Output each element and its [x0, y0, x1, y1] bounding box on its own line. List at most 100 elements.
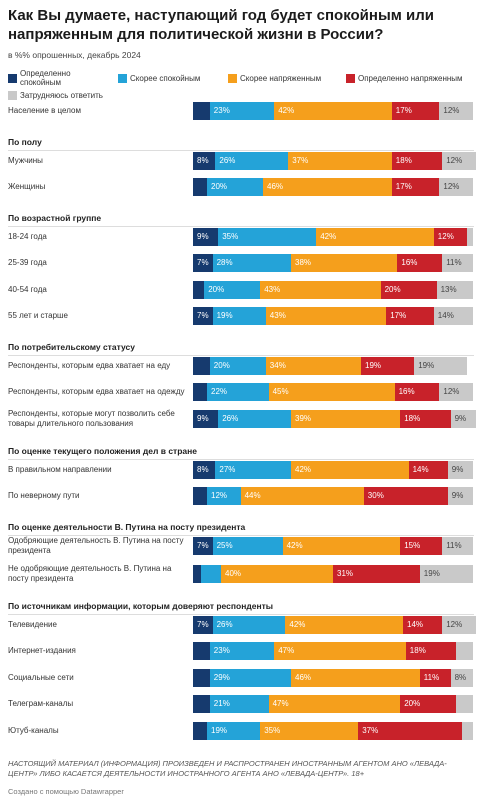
- bar-segment: [467, 227, 473, 246]
- value-label: 17%: [395, 106, 412, 115]
- value-label: 35%: [222, 231, 239, 241]
- value-label: 44%: [244, 491, 261, 500]
- bar-segment: [209, 642, 275, 660]
- value-label: 11%: [446, 540, 462, 550]
- value-label: 12%: [443, 106, 460, 115]
- value-label: 21%: [213, 699, 230, 708]
- row-label: Респонденты, которые могут позволить себ…: [8, 408, 175, 428]
- group-header: По потребительскому статусу: [8, 341, 135, 352]
- bar-segment: [291, 460, 409, 479]
- value-label: 46%: [267, 182, 284, 191]
- row-label: Ютуб-каналы: [8, 725, 59, 735]
- value-label: 43%: [269, 311, 286, 320]
- bar-segment: [316, 227, 434, 246]
- row-label: Социальные сети: [8, 672, 74, 682]
- value-label: 38%: [295, 258, 312, 267]
- row-label: Мужчины: [8, 155, 43, 165]
- bar-segment: [209, 102, 275, 120]
- bar-segment: [193, 668, 210, 687]
- value-label: 8%: [454, 672, 467, 682]
- bar-segment: [221, 564, 333, 583]
- value-label: 42%: [289, 619, 306, 629]
- value-label: 35%: [264, 725, 281, 735]
- bar-segment: [215, 460, 291, 479]
- value-label: 12%: [446, 619, 463, 629]
- value-label: 47%: [272, 699, 289, 708]
- legend-label: Скорее напряженным: [240, 73, 322, 83]
- bar-segment: [212, 307, 266, 325]
- value-label: 26%: [222, 413, 239, 423]
- bar-segment: [207, 383, 269, 401]
- bar-segment: [274, 642, 406, 660]
- bar-segment: [439, 383, 473, 401]
- value-label: 11%: [423, 672, 440, 682]
- bar-segment: [193, 254, 213, 272]
- value-label: 8%: [197, 464, 209, 474]
- value-label: 34%: [269, 360, 286, 370]
- bar-segment: [218, 227, 317, 246]
- bar-segment: [207, 487, 241, 505]
- bar-segment: [265, 307, 387, 325]
- header-rule: [8, 458, 474, 460]
- row-label: Женщины: [8, 182, 46, 191]
- bar-segment: [193, 383, 207, 401]
- row-label: 25-39 года: [8, 258, 47, 267]
- credit: Создано с помощью Datawrapper: [8, 787, 124, 796]
- legend-item: Определенно напряженным: [346, 69, 476, 87]
- value-label: 19%: [211, 725, 228, 735]
- bar-segment: [391, 178, 440, 196]
- value-label: 19%: [216, 311, 233, 320]
- row-label: Население в целом: [8, 106, 81, 115]
- bar-segment: [209, 356, 266, 375]
- bar-segment: [391, 151, 443, 170]
- bar-segment: [419, 668, 451, 687]
- value-label: 9%: [451, 464, 464, 474]
- legend-label: Скорее спокойным: [130, 73, 201, 83]
- value-label: 43%: [264, 284, 281, 294]
- bar-segment: [442, 615, 476, 634]
- bar-segment: [450, 668, 473, 687]
- value-label: 26%: [216, 619, 233, 629]
- row-label: Телеграм-каналы: [8, 699, 74, 708]
- bar-segment: [400, 409, 451, 428]
- value-label: 9%: [451, 491, 464, 500]
- value-label: 47%: [278, 646, 295, 655]
- header-rule: [8, 354, 474, 356]
- bar-segment: [268, 695, 401, 713]
- legend-item: Затрудняюсь ответить: [8, 91, 108, 100]
- group-header: По полу: [8, 136, 42, 147]
- row-label: 40-54 года: [8, 284, 47, 294]
- value-label: 39%: [295, 413, 312, 423]
- bar-segment: [456, 695, 473, 713]
- bar-segment: [209, 695, 269, 713]
- legend-swatch: [8, 73, 17, 83]
- bar-segment: [450, 409, 476, 428]
- value-label: 16%: [398, 387, 415, 396]
- bar-segment: [193, 280, 205, 299]
- bar-segment: [212, 615, 286, 634]
- bar-segment: [193, 178, 207, 196]
- bar-segment: [400, 536, 443, 555]
- legend-item: Определенно спокойным: [8, 69, 108, 87]
- bar-segment: [408, 460, 448, 479]
- header-rule: [8, 149, 474, 151]
- header-rule: [8, 534, 474, 536]
- bar-segment: [461, 721, 473, 740]
- bar-segment: [439, 178, 473, 196]
- legend-label: Определенно спокойным: [20, 69, 71, 87]
- bar-segment: [391, 102, 440, 120]
- value-label: 19%: [365, 360, 382, 370]
- bar-segment: [193, 642, 210, 660]
- bar-segment: [193, 564, 202, 583]
- value-label: 11%: [446, 258, 462, 267]
- bar-segment: [212, 536, 283, 555]
- row-label: 18-24 года: [8, 231, 47, 241]
- value-label: 40%: [225, 568, 242, 578]
- bar-segment: [442, 536, 473, 555]
- value-label: 20%: [384, 284, 401, 294]
- bar-segment: [288, 151, 392, 170]
- bar-segment: [193, 695, 210, 713]
- value-label: 20%: [208, 284, 225, 294]
- bar-segment: [193, 536, 213, 555]
